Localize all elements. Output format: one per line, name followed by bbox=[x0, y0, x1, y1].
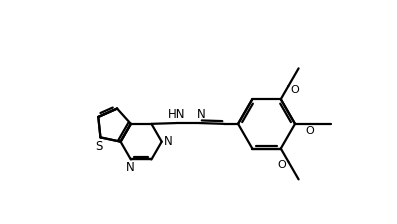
Text: O: O bbox=[290, 85, 299, 95]
Text: N: N bbox=[164, 135, 173, 148]
Text: S: S bbox=[95, 140, 102, 153]
Text: O: O bbox=[278, 160, 287, 170]
Text: O: O bbox=[306, 126, 314, 136]
Text: N: N bbox=[197, 108, 205, 121]
Text: N: N bbox=[126, 161, 135, 174]
Text: HN: HN bbox=[168, 108, 185, 121]
